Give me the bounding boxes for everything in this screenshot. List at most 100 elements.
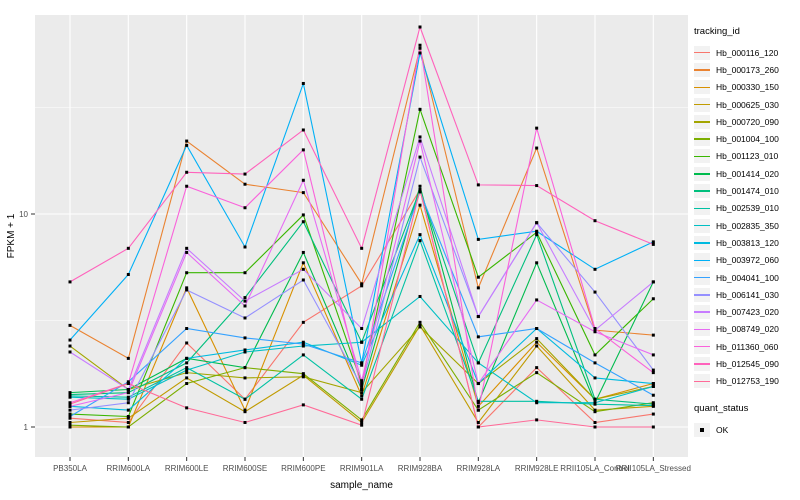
data-point <box>185 341 189 345</box>
data-point <box>476 425 480 429</box>
legend-key-swatch <box>694 201 710 216</box>
data-point <box>476 382 480 386</box>
legend-item-Hb_012753_190: Hb_012753_190 <box>690 373 800 390</box>
data-point <box>418 323 422 327</box>
data-point <box>476 237 480 241</box>
data-point <box>243 336 247 340</box>
data-point <box>185 288 189 292</box>
data-point <box>301 320 305 324</box>
legend-key-swatch <box>694 184 710 199</box>
data-point <box>126 395 130 399</box>
data-point <box>243 245 247 249</box>
x-tick-label: PB350LA <box>53 464 87 473</box>
data-point <box>185 286 189 290</box>
legend-label: Hb_003813_120 <box>716 237 779 248</box>
data-point <box>126 415 130 419</box>
data-point <box>651 384 655 388</box>
data-point <box>593 420 597 424</box>
legend-title-tracking: tracking_id <box>694 26 740 37</box>
legend-label: Hb_001414_020 <box>716 168 779 179</box>
legend-key-swatch <box>694 253 710 268</box>
data-point <box>243 271 247 275</box>
data-point <box>360 420 364 424</box>
data-point <box>418 25 422 29</box>
data-point <box>476 399 480 403</box>
legend-line-icon <box>694 69 710 71</box>
data-point <box>126 246 130 250</box>
data-point <box>185 250 189 254</box>
legend-key-swatch <box>694 235 710 250</box>
legend-line-icon <box>694 51 710 54</box>
x-tick-label: RRII105LA_Control <box>560 464 630 473</box>
data-point <box>68 391 72 395</box>
legend-line-icon <box>694 224 710 227</box>
data-point <box>301 340 305 344</box>
legend-line-icon <box>694 242 710 244</box>
data-point <box>593 425 597 429</box>
data-point <box>476 315 480 319</box>
legend-tracking-items: Hb_000116_120 Hb_000173_260 Hb_000330_150 H… <box>690 44 800 390</box>
data-point <box>651 382 655 386</box>
data-point <box>535 184 539 188</box>
data-point <box>535 298 539 302</box>
data-point <box>535 344 539 348</box>
data-point <box>68 344 72 348</box>
data-point <box>651 333 655 337</box>
legend-item-Hb_001474_010: Hb_001474_010 <box>690 182 800 199</box>
data-point <box>535 126 539 130</box>
data-point <box>243 172 247 176</box>
data-point <box>535 337 539 341</box>
data-point <box>651 353 655 357</box>
data-point <box>535 327 539 331</box>
legend-key-swatch <box>694 322 710 337</box>
legend-label: Hb_006141_030 <box>716 289 779 300</box>
data-point <box>418 46 422 50</box>
data-point <box>593 219 597 223</box>
legend-item-Hb_011360_060: Hb_011360_060 <box>690 338 800 355</box>
data-point <box>68 404 72 408</box>
data-point <box>360 379 364 383</box>
legend-key-swatch <box>694 97 710 112</box>
legend-key-swatch <box>694 166 710 181</box>
legend-line-icon <box>694 294 710 296</box>
data-point <box>360 397 364 401</box>
data-point <box>126 380 130 384</box>
data-point <box>301 178 305 182</box>
data-point <box>243 376 247 380</box>
data-point <box>535 340 539 344</box>
legend-line-icon <box>694 311 710 313</box>
legend-label-quant-ok: OK <box>716 424 729 435</box>
legend-key-swatch <box>694 339 710 354</box>
data-point <box>418 203 422 207</box>
data-point <box>126 387 130 391</box>
legend-label: Hb_001474_010 <box>716 186 779 197</box>
data-point <box>68 402 72 406</box>
legend-item-Hb_000720_090: Hb_000720_090 <box>690 113 800 130</box>
data-point <box>243 420 247 424</box>
data-point <box>68 420 72 424</box>
x-tick-label: RRIM600LE <box>165 464 209 473</box>
data-point <box>243 366 247 370</box>
y-tick-label: 10 <box>19 210 28 219</box>
data-point <box>535 221 539 225</box>
legend-key-swatch <box>694 356 710 371</box>
data-point <box>126 272 130 276</box>
legend-label: Hb_012545_090 <box>716 358 779 369</box>
data-point <box>418 184 422 188</box>
data-point <box>593 330 597 334</box>
x-axis-title: sample_name <box>330 480 393 491</box>
data-point <box>185 143 189 147</box>
legend-item-Hb_000116_120: Hb_000116_120 <box>690 44 800 61</box>
data-point <box>418 135 422 139</box>
data-point <box>301 373 305 377</box>
data-point <box>418 294 422 298</box>
legend-item-Hb_000330_150: Hb_000330_150 <box>690 79 800 96</box>
y-tick-label: 1 <box>24 423 29 432</box>
data-point <box>243 206 247 210</box>
data-point <box>301 213 305 217</box>
legend-item-quant-ok: OK <box>690 421 800 438</box>
data-point <box>593 328 597 332</box>
data-point <box>360 340 364 344</box>
data-point <box>418 43 422 47</box>
legend-label: Hb_004041_100 <box>716 272 779 283</box>
